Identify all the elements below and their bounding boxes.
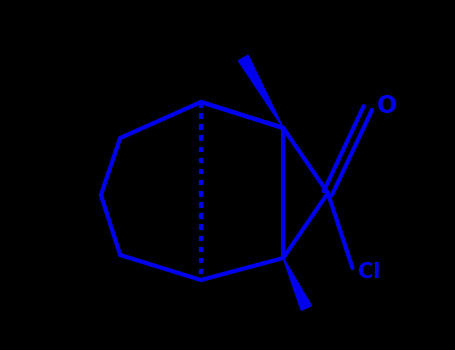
- Text: Cl: Cl: [358, 261, 380, 281]
- Polygon shape: [283, 258, 311, 310]
- Polygon shape: [238, 55, 283, 128]
- Text: O: O: [377, 94, 397, 118]
